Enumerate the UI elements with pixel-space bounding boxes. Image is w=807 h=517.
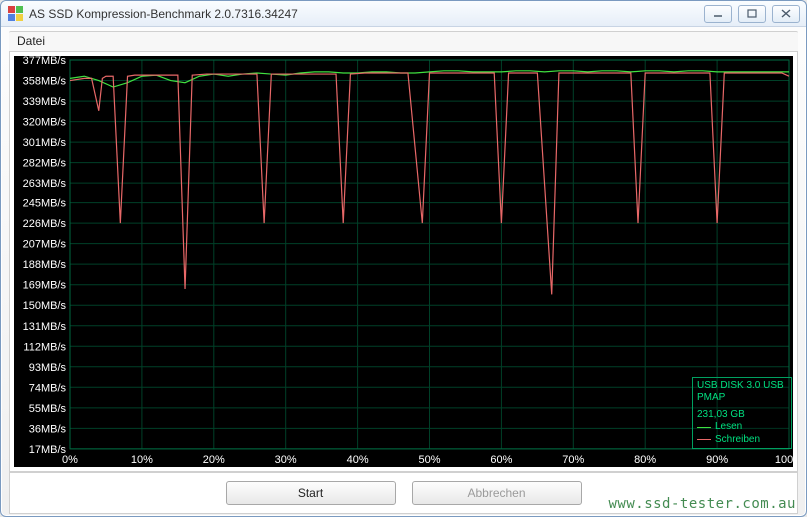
app-window: AS SSD Kompression-Benchmark 2.0.7316.34… — [0, 0, 807, 517]
svg-text:320MB/s: 320MB/s — [23, 117, 67, 129]
svg-text:60%: 60% — [490, 454, 512, 466]
svg-text:245MB/s: 245MB/s — [23, 198, 67, 210]
svg-text:339MB/s: 339MB/s — [23, 96, 67, 108]
minimize-button[interactable] — [704, 5, 732, 23]
svg-text:0%: 0% — [62, 454, 78, 466]
svg-text:80%: 80% — [634, 454, 656, 466]
svg-text:207MB/s: 207MB/s — [23, 239, 67, 251]
svg-text:282MB/s: 282MB/s — [23, 158, 67, 170]
legend-device-2: PMAP — [697, 392, 787, 405]
window-title: AS SSD Kompression-Benchmark 2.0.7316.34… — [29, 7, 704, 21]
svg-text:90%: 90% — [706, 454, 728, 466]
compression-chart: 377MB/s 358MB/s 339MB/s 320MB/s 301MB/s 282MB… — [14, 56, 793, 467]
legend-read: Lesen — [697, 421, 787, 434]
svg-text:169MB/s: 169MB/s — [23, 280, 67, 292]
close-button[interactable] — [772, 5, 800, 23]
svg-text:30%: 30% — [275, 454, 297, 466]
svg-text:188MB/s: 188MB/s — [23, 259, 67, 271]
svg-text:55MB/s: 55MB/s — [29, 403, 67, 415]
menu-file[interactable]: Datei — [17, 34, 45, 48]
svg-text:20%: 20% — [203, 454, 225, 466]
svg-text:301MB/s: 301MB/s — [23, 137, 67, 149]
svg-text:150MB/s: 150MB/s — [23, 300, 67, 312]
abort-button: Abbrechen — [412, 481, 582, 505]
menu-bar: Datei — [9, 31, 798, 52]
watermark: www.ssd-tester.com.au — [608, 496, 796, 512]
svg-text:50%: 50% — [418, 454, 440, 466]
svg-text:263MB/s: 263MB/s — [23, 178, 67, 190]
chart-legend: USB DISK 3.0 USB PMAP 231,03 GB Lesen Sc… — [692, 377, 792, 450]
svg-text:112MB/s: 112MB/s — [23, 341, 66, 353]
legend-write: Schreiben — [697, 434, 787, 447]
svg-text:377MB/s: 377MB/s — [23, 56, 67, 67]
svg-text:100%: 100% — [775, 454, 793, 466]
svg-text:74MB/s: 74MB/s — [29, 382, 67, 394]
svg-text:36MB/s: 36MB/s — [29, 423, 67, 435]
start-button[interactable]: Start — [226, 481, 396, 505]
legend-device: USB DISK 3.0 USB — [697, 380, 787, 393]
svg-text:10%: 10% — [131, 454, 153, 466]
svg-text:358MB/s: 358MB/s — [23, 76, 67, 88]
svg-text:131MB/s: 131MB/s — [23, 321, 67, 333]
svg-text:70%: 70% — [562, 454, 584, 466]
svg-text:17MB/s: 17MB/s — [29, 444, 67, 456]
svg-text:226MB/s: 226MB/s — [23, 218, 67, 230]
maximize-button[interactable] — [738, 5, 766, 23]
svg-text:40%: 40% — [347, 454, 369, 466]
chart-container: 377MB/s 358MB/s 339MB/s 320MB/s 301MB/s 282MB… — [9, 52, 798, 472]
app-icon — [7, 6, 23, 22]
legend-capacity: 231,03 GB — [697, 409, 787, 422]
title-bar[interactable]: AS SSD Kompression-Benchmark 2.0.7316.34… — [1, 1, 806, 27]
svg-text:93MB/s: 93MB/s — [29, 362, 67, 374]
